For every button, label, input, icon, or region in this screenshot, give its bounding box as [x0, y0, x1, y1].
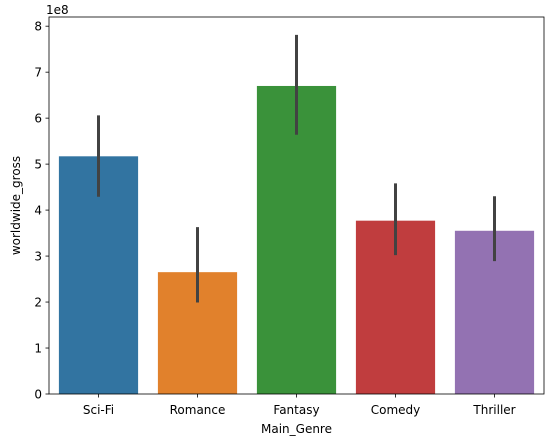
- x-tick-label-sci-fi: Sci-Fi: [83, 403, 114, 417]
- x-axis: Sci-Fi Romance Fantasy Comedy Thriller: [83, 394, 516, 417]
- y-axis-title: worldwide_gross: [9, 156, 23, 255]
- x-axis-title: Main_Genre: [261, 422, 332, 436]
- error-bars-layer: [97, 34, 496, 303]
- y-tick-label: 6: [34, 112, 42, 126]
- y-tick-label: 4: [34, 204, 42, 218]
- x-tick-label-fantasy: Fantasy: [273, 403, 319, 417]
- x-tick-label-thriller: Thriller: [472, 403, 515, 417]
- y-tick-label: 2: [34, 296, 42, 310]
- y-tick-label: 1: [34, 342, 42, 356]
- y-tick-label: 8: [34, 20, 42, 34]
- y-tick-label: 3: [34, 250, 42, 264]
- bar-fantasy: [256, 85, 337, 395]
- y-axis: 0 1 2 3 4 5 6 7 8: [34, 20, 49, 402]
- x-tick-label-romance: Romance: [170, 403, 226, 417]
- y-tick-label: 5: [34, 158, 42, 172]
- y-tick-label: 0: [34, 388, 42, 402]
- y-tick-label: 7: [34, 66, 42, 80]
- y-offset-label: 1e8: [46, 3, 69, 17]
- x-tick-label-comedy: Comedy: [371, 403, 421, 417]
